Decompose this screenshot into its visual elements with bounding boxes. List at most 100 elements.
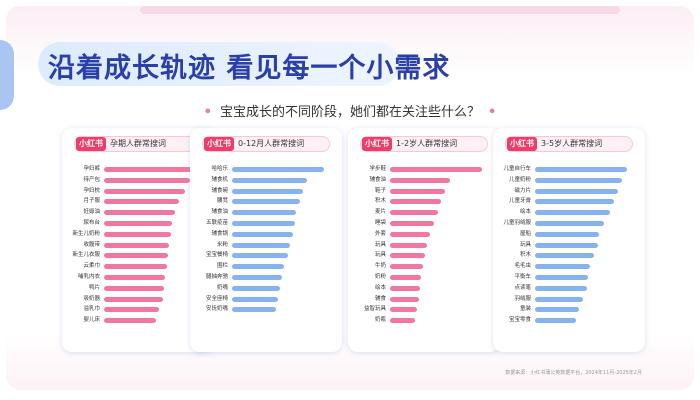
chart-4-label-5: 绘本 [519,209,531,216]
chart-1-label-2: 待产包 [83,176,100,183]
chart-panel-4 [493,128,645,352]
chart-1-label-6: 尿布台 [83,220,100,226]
chart-4-label-7: 屋船 [519,230,531,237]
decorative-tab [0,40,14,110]
chart-2-bar-14 [232,307,277,313]
chart-4-bar-14 [535,307,580,313]
chart-2-label-13: 安全座椅 [205,295,228,302]
chart-1-label-3: 孕妇枕 [83,187,100,194]
chart-1-label-14: 溢乳巾 [83,306,100,313]
chart-title-3: 1-2岁人群常搜词 [396,139,458,148]
chart-1-label-1: 孕妇裤 [83,166,100,172]
chart-3-label-1: 学步鞋 [369,166,386,172]
chart-1-bar-12 [104,285,164,291]
chart-3-label-4: 积木 [374,198,386,205]
chart-4-bar-8 [535,242,598,248]
subtitle-dot-left: • [203,105,212,120]
chart-2-label-6: 五联疫苗 [205,220,228,226]
chart-4-bar-3 [535,188,618,194]
chart-1-bar-10 [104,264,167,270]
chart-1-label-4: 月子服 [83,198,100,205]
chart-2-label-10: 围栏 [216,263,228,270]
chart-3-label-3: 鞋子 [374,187,386,194]
chart-2-bar-1 [232,167,324,172]
chart-4-label-6: 儿童羽绒服 [503,220,531,226]
chart-1-bar-11 [104,275,165,280]
chart-1-bar-4 [104,199,180,205]
subtitle: • 宝宝成长的不同阶段，她们都在关注些什么？ • [0,101,700,120]
chart-4-bar-12 [535,285,587,291]
chart-3-label-2: 辅食油 [369,176,386,183]
chart-4-bar-6 [535,221,604,226]
xiaohongshu-badge-3: 小红书 [362,137,392,151]
chart-3-bar-11 [390,275,422,280]
chart-2-label-5: 辅食油 [211,209,228,216]
chart-3-bar-14 [390,307,417,313]
chart-4-bar-7 [535,231,600,237]
chart-2-bar-7 [232,231,293,237]
chart-4-label-10: 毛毛虫 [514,263,531,270]
chart-2-bar-11 [232,275,282,280]
chart-2-bar-5 [232,210,297,216]
chart-title-4: 3-5岁人群常搜词 [541,139,603,148]
chart-4-bar-13 [535,296,583,302]
chart-4-bar-15 [535,318,577,324]
chart-2-label-9: 宝宝餐椅 [205,252,228,259]
chart-panel-1 [62,128,214,352]
chart-3-bar-2 [390,177,450,183]
chart-1-bar-13 [104,296,163,302]
chart-3-label-9: 玩具 [374,252,386,259]
chart-4-bar-9 [535,253,594,259]
chart-4-label-14: 童装 [519,306,531,313]
chart-1-bar-6 [104,221,173,226]
chart-1-bar-15 [104,318,156,324]
chart-1-bar-3 [104,188,185,194]
chart-4-label-15: 宝宝零食 [508,317,531,324]
chart-1-bar-2 [104,177,191,183]
chart-4-label-2: 儿童奶粉 [508,176,531,183]
xiaohongshu-badge-2: 小红书 [204,137,234,151]
chart-2-bar-6 [232,221,295,226]
chart-3-bar-9 [390,253,425,259]
chart-4-label-11: 平衡车 [514,274,531,280]
chart-2-label-14: 安抚奶嘴 [205,306,228,313]
chart-2-label-12: 奶嘴 [216,284,228,291]
chart-2-bar-13 [232,296,278,302]
xiaohongshu-badge-1: 小红书 [76,137,106,151]
chart-3-label-7: 外套 [374,230,386,237]
chart-title-2: 0-12月人群常搜词 [238,139,305,148]
chart-1-label-8: 收腹带 [83,241,100,248]
chart-1-label-9: 新生儿衣服 [72,252,100,259]
chart-4-label-12: 点读笔 [514,284,531,291]
chart-3-label-6: 睡袋 [374,220,386,226]
chart-1-bar-7 [104,231,172,237]
chart-4-label-4: 儿童牙膏 [508,198,531,205]
chart-3-bar-7 [390,231,431,237]
chart-3-bar-1 [390,167,482,172]
chart-3-bar-15 [390,318,415,324]
chart-4-label-9: 积木 [519,252,531,259]
chart-1-bar-14 [104,307,160,313]
chart-2-label-1: 哈哈乐 [211,166,228,172]
chart-2-bar-4 [232,199,301,205]
chart-header-4 [505,136,633,152]
chart-3-label-5: 麦片 [374,209,386,216]
chart-2-label-4: 腰凳 [216,198,228,205]
chart-1-label-12: 鸭片 [88,284,100,291]
chart-3-bar-10 [390,264,424,270]
chart-4-bar-11 [535,275,589,280]
headline: 沿着成长轨迹 看见每一个小需求 [48,53,451,84]
chart-4-label-8: 玩具 [519,241,531,248]
chart-panel-2 [190,128,342,352]
chart-header-3 [360,136,488,152]
chart-1-label-7: 新生儿奶粉 [72,230,100,237]
chart-3-label-13: 辅食 [374,295,386,302]
chart-3-bar-5 [390,210,438,216]
chart-4-bar-4 [535,199,615,205]
chart-4-label-13: 羽绒服 [514,295,531,302]
chart-4-bar-10 [535,264,591,270]
chart-1-label-10: 云柔巾 [83,263,100,270]
chart-3-bar-12 [390,285,421,291]
chart-2-bar-8 [232,242,290,248]
chart-1-label-5: 妊娠油 [83,209,100,216]
